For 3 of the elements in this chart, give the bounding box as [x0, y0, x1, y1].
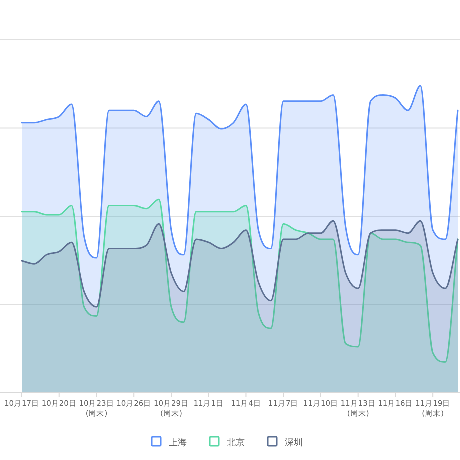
legend-label: 上海 — [169, 438, 187, 448]
legend-label: 深圳 — [285, 438, 303, 448]
legend-label: 北京 — [227, 438, 245, 448]
